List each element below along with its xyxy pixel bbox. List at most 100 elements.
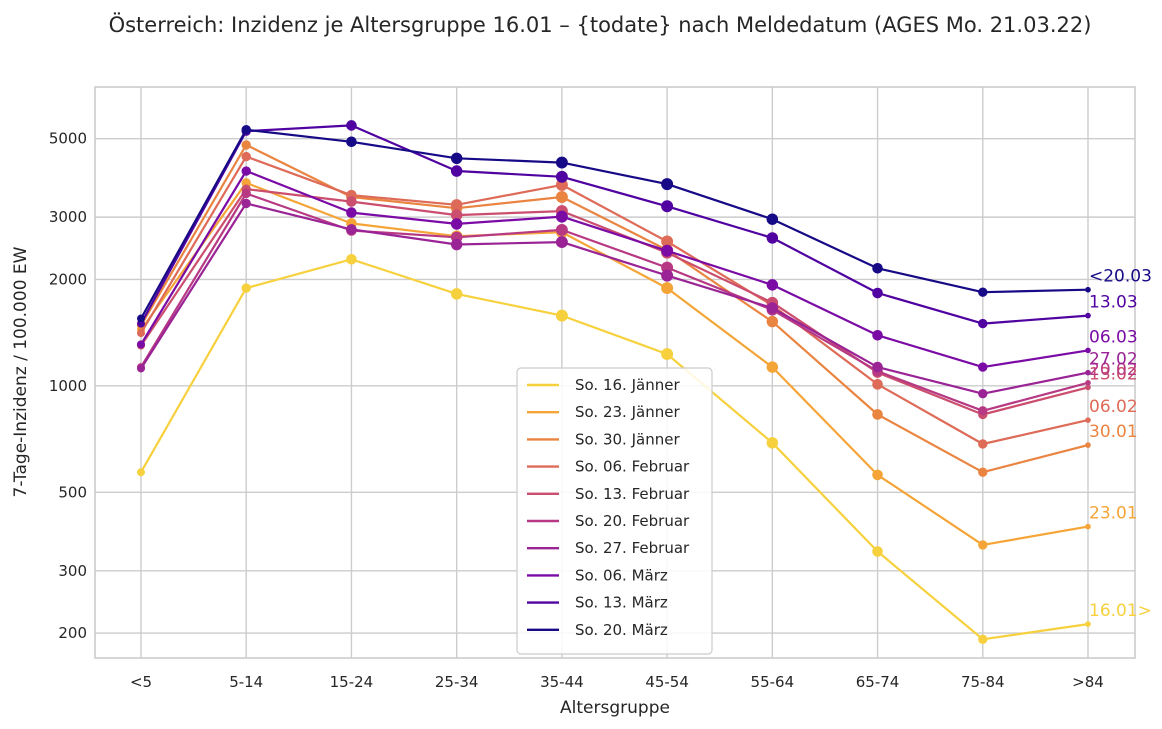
data-point bbox=[450, 288, 463, 300]
data-point bbox=[241, 166, 251, 176]
series-end-label: <20.03 bbox=[1089, 267, 1152, 287]
data-point bbox=[450, 152, 463, 165]
data-point bbox=[978, 540, 988, 550]
legend-item: So. 20. Februar bbox=[527, 512, 690, 530]
data-point bbox=[872, 409, 883, 420]
data-point bbox=[661, 200, 674, 213]
series-lines bbox=[137, 120, 1091, 644]
legend-label: So. 30. Jänner bbox=[575, 430, 680, 448]
legend-item: So. 23. Jänner bbox=[527, 403, 680, 421]
series-line bbox=[140, 155, 1089, 446]
data-point bbox=[555, 309, 568, 322]
data-point bbox=[1085, 347, 1091, 354]
series-line bbox=[140, 128, 1089, 320]
legend-label: So. 23. Jänner bbox=[575, 403, 680, 421]
series-end-label: 20.02 bbox=[1089, 360, 1138, 380]
series-line bbox=[140, 169, 1089, 369]
data-point bbox=[346, 196, 357, 207]
data-point bbox=[346, 136, 357, 148]
data-point bbox=[978, 634, 988, 644]
data-point bbox=[555, 156, 568, 169]
data-point bbox=[872, 287, 883, 299]
series-end-label: 23.01 bbox=[1089, 504, 1138, 524]
data-point bbox=[346, 224, 357, 235]
x-tick-label: 15-24 bbox=[330, 673, 374, 691]
series-line bbox=[140, 192, 1089, 412]
data-point bbox=[1085, 286, 1091, 293]
series-line bbox=[140, 143, 1089, 474]
data-point bbox=[241, 198, 251, 209]
data-point bbox=[450, 218, 463, 230]
series-line bbox=[140, 124, 1089, 325]
data-point bbox=[555, 210, 568, 223]
legend-label: So. 13. März bbox=[575, 594, 668, 612]
data-point bbox=[766, 279, 779, 291]
series-end-label: 13.03 bbox=[1089, 293, 1138, 313]
data-point bbox=[661, 269, 674, 282]
legend-label: So. 06. März bbox=[575, 566, 668, 584]
data-point bbox=[978, 318, 988, 329]
data-point bbox=[450, 165, 463, 177]
data-point bbox=[661, 178, 674, 191]
data-point bbox=[1085, 442, 1091, 448]
x-tick-label: 5-14 bbox=[229, 673, 263, 691]
series-end-label: 30.01 bbox=[1089, 422, 1138, 442]
data-point bbox=[241, 283, 251, 293]
data-point bbox=[555, 236, 568, 249]
series-10 bbox=[137, 125, 1091, 323]
data-point bbox=[978, 389, 988, 399]
data-point bbox=[978, 467, 988, 477]
legend-item: So. 30. Jänner bbox=[527, 430, 680, 448]
x-tick-label: 65-74 bbox=[856, 673, 900, 691]
y-tick-label: 200 bbox=[58, 624, 87, 642]
x-tick-label: 35-44 bbox=[540, 673, 584, 691]
data-point bbox=[450, 238, 463, 251]
y-axis-title: 7-Tage-Inzidenz / 100.000 EW bbox=[11, 246, 31, 497]
data-point bbox=[1085, 621, 1091, 627]
data-point bbox=[241, 188, 251, 199]
data-point bbox=[137, 329, 145, 338]
data-point bbox=[766, 315, 779, 328]
data-point bbox=[872, 329, 883, 341]
data-point bbox=[978, 287, 988, 297]
series-line bbox=[140, 202, 1089, 395]
legend-label: So. 16. Jänner bbox=[575, 376, 680, 394]
data-point bbox=[766, 437, 779, 449]
x-tick-label: <5 bbox=[130, 673, 152, 691]
y-tick-label: 3000 bbox=[49, 208, 87, 226]
x-tick-label: >84 bbox=[1072, 673, 1104, 691]
legend-item: So. 13. Februar bbox=[527, 485, 690, 503]
series-1 bbox=[137, 253, 1091, 644]
y-tick-label: 300 bbox=[58, 562, 87, 580]
data-point bbox=[661, 244, 674, 257]
data-point bbox=[1085, 523, 1091, 530]
y-tick-label: 5000 bbox=[49, 130, 87, 148]
data-point bbox=[450, 199, 463, 211]
data-point bbox=[555, 223, 568, 236]
legend-label: So. 20. März bbox=[575, 621, 668, 639]
x-tick-label: 25-34 bbox=[435, 673, 479, 691]
y-tick-label: 500 bbox=[58, 483, 87, 501]
data-point bbox=[872, 263, 883, 274]
series-end-label: 13.02 bbox=[1089, 364, 1138, 384]
data-point bbox=[137, 314, 145, 323]
data-point bbox=[555, 170, 568, 183]
legend-label: So. 13. Februar bbox=[575, 485, 690, 503]
legend-label: So. 06. Februar bbox=[575, 458, 690, 476]
data-point bbox=[346, 207, 357, 218]
legend-label: So. 27. Februar bbox=[575, 539, 690, 557]
legend-item: So. 20. März bbox=[527, 621, 668, 639]
data-point bbox=[241, 151, 251, 162]
series-end-label: 06.03 bbox=[1089, 327, 1138, 347]
data-point bbox=[872, 546, 883, 557]
chart-title: Österreich: Inzidenz je Altersgruppe 16.… bbox=[109, 12, 1092, 37]
data-point bbox=[346, 253, 357, 265]
data-point bbox=[661, 348, 674, 361]
data-point bbox=[346, 120, 357, 131]
data-point bbox=[978, 439, 988, 449]
series-7 bbox=[137, 198, 1091, 399]
series-line bbox=[140, 181, 1089, 547]
data-point bbox=[241, 140, 251, 150]
data-point bbox=[661, 235, 674, 248]
legend-item: So. 13. März bbox=[527, 594, 668, 612]
